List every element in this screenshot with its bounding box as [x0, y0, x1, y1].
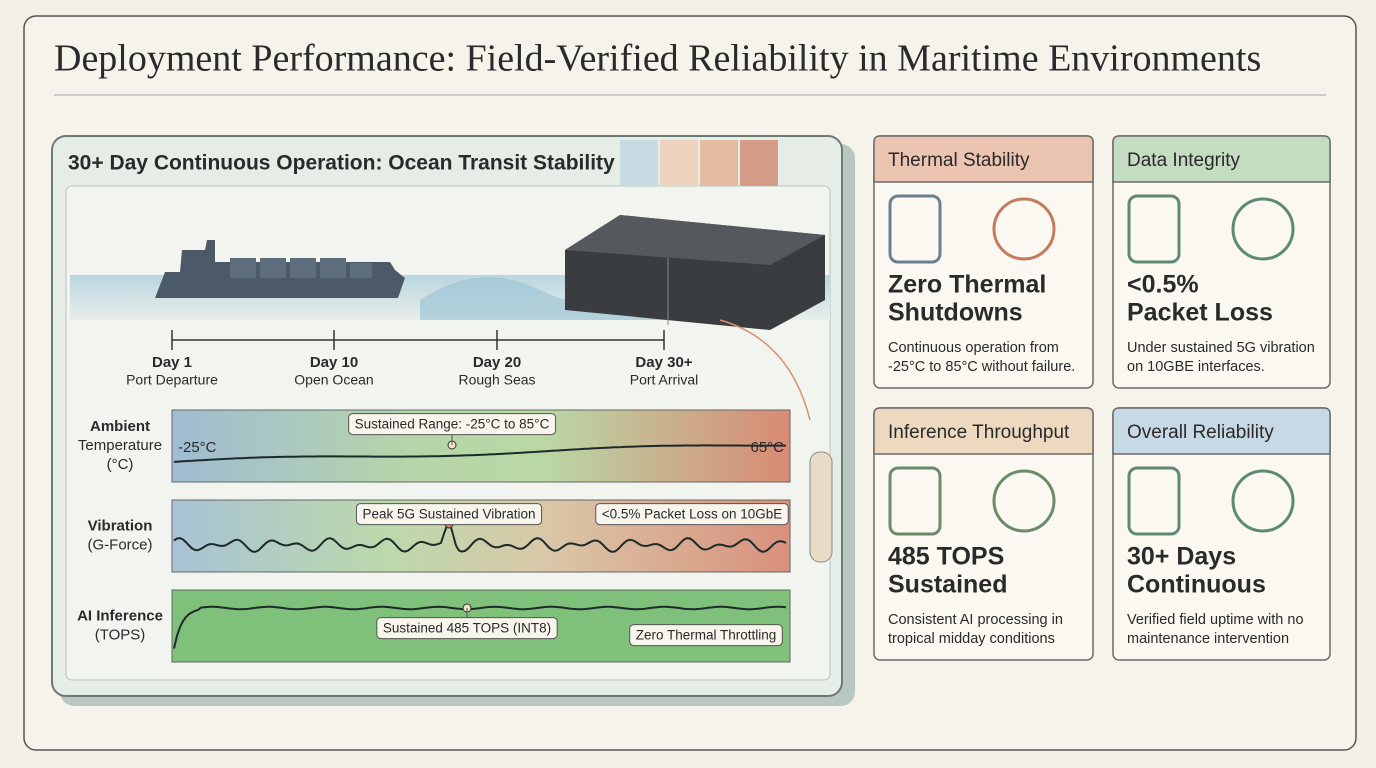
icon: [992, 469, 1056, 533]
strip-trace: [173, 522, 787, 553]
card-title: Inference Throughput: [888, 422, 1070, 443]
icon: [1231, 197, 1295, 261]
timeline-day: Day 30+: [635, 354, 692, 371]
timeline-label: Port Departure: [126, 372, 218, 388]
timeline-label: Rough Seas: [458, 372, 535, 388]
icon: [1127, 194, 1181, 264]
swatch: [620, 140, 658, 186]
timeline-day: Day 10: [310, 354, 358, 371]
swatch: [700, 140, 738, 186]
card-text: Consistent AI processing in: [888, 612, 1063, 628]
timeline-day: Day 1: [152, 354, 192, 371]
card-title: Data Integrity: [1127, 150, 1240, 171]
strip-label: (TOPS): [95, 626, 146, 643]
panel-title: 30+ Day Continuous Operation: Ocean Tran…: [68, 152, 615, 175]
strip-label: AI Inference: [77, 607, 163, 624]
card-text: Continuous operation from: [888, 340, 1059, 356]
page-title: Deployment Performance: Field-Verified R…: [54, 38, 1261, 80]
card-headline: 485 TOPS: [888, 543, 1004, 571]
card-title: Thermal Stability: [888, 150, 1030, 171]
card-headline: Zero Thermal: [888, 271, 1046, 299]
strip-note: Zero Thermal Throttling: [636, 628, 777, 643]
strip-trace: [173, 605, 787, 649]
card-header: [1112, 135, 1331, 183]
strip-label: Vibration: [88, 517, 153, 534]
strip-note: <0.5% Packet Loss on 10GbE: [602, 507, 783, 522]
card-headline: Sustained: [888, 571, 1007, 599]
cable: [719, 319, 811, 421]
icon: [1231, 469, 1295, 533]
swatch: [740, 140, 778, 186]
icon: [888, 466, 942, 536]
card-title: Overall Reliability: [1127, 422, 1274, 443]
side-slider: [809, 451, 833, 563]
timeline-label: Port Arrival: [630, 372, 698, 388]
timeline-label: Open Ocean: [294, 372, 373, 388]
card-text: on 10GBE interfaces.: [1127, 359, 1265, 375]
callout: Sustained Range: -25°C to 85°C: [355, 417, 550, 432]
card-headline: Shutdowns: [888, 299, 1023, 327]
icon: [1127, 466, 1181, 536]
icon: [888, 194, 942, 264]
timeline-day: Day 20: [473, 354, 521, 371]
card-headline: 30+ Days: [1127, 543, 1236, 571]
card-headline: Packet Loss: [1127, 299, 1273, 327]
callout: Peak 5G Sustained Vibration: [362, 507, 535, 522]
containers: [230, 258, 372, 278]
card-text: -25°C to 85°C without failure.: [888, 359, 1075, 375]
card-text: tropical midday conditions: [888, 631, 1055, 647]
card-header: [873, 135, 1094, 183]
strip-trace: [173, 444, 786, 463]
note-box: [629, 624, 783, 647]
card-header: [873, 407, 1094, 455]
card-text: Under sustained 5G vibration: [1127, 340, 1315, 356]
card-header: [1112, 407, 1331, 455]
strip-label: (°C): [107, 456, 134, 473]
device-top: [565, 215, 825, 265]
strip-start: -25°C: [178, 439, 217, 456]
strip-label: Temperature: [78, 437, 162, 454]
strip-label: (G-Force): [88, 536, 153, 553]
strip-label: Ambient: [90, 418, 150, 435]
note-box: [595, 503, 789, 526]
card-headline: <0.5%: [1127, 271, 1199, 299]
card-text: Verified field uptime with no: [1127, 612, 1304, 628]
card-text: maintenance intervention: [1127, 631, 1289, 647]
callout: Sustained 485 TOPS (INT8): [383, 621, 551, 636]
swatch: [660, 140, 698, 186]
strip-end: 65°C: [750, 439, 784, 456]
card-headline: Continuous: [1127, 571, 1266, 599]
icon: [992, 197, 1056, 261]
